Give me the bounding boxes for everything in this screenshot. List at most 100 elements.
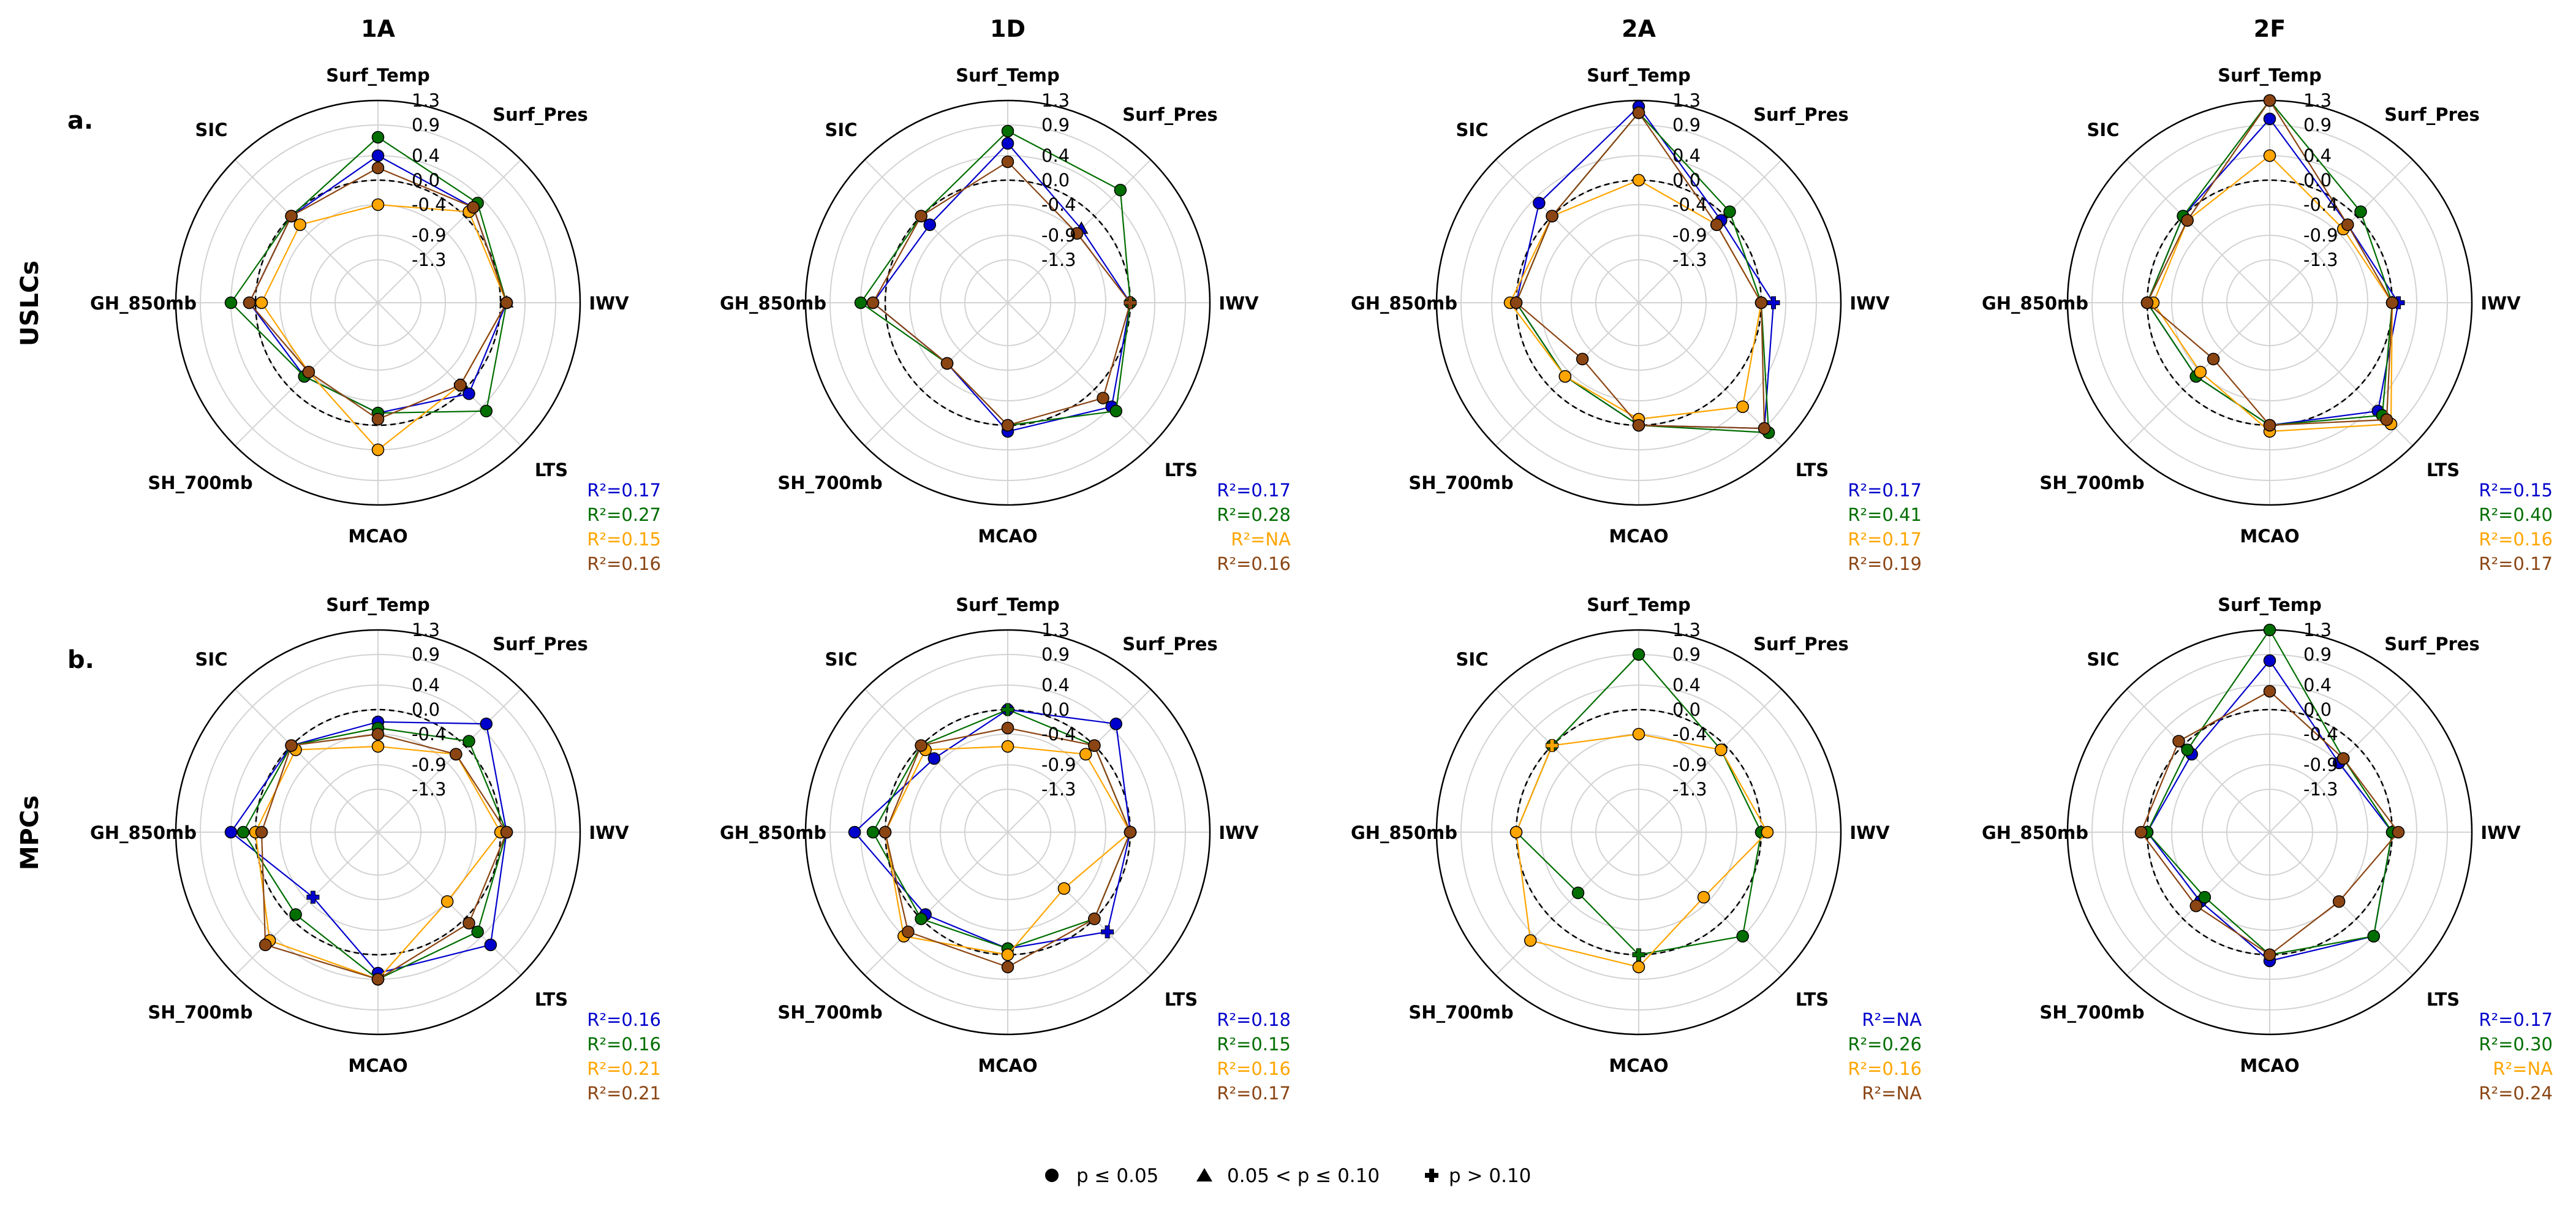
rtick-label-3: 0.0 (412, 170, 440, 191)
axis-label-4: MCAO (348, 526, 407, 547)
row-label-a: USLCs (16, 260, 44, 346)
data-point-3-4 (2263, 419, 2276, 432)
axis-label-4: MCAO (2240, 526, 2299, 547)
rtick-label-1: 0.9 (412, 644, 440, 665)
axis-label-1: Surf_Pres (493, 104, 587, 125)
axis-label-3: LTS (535, 989, 568, 1010)
data-point-0-0 (2263, 112, 2276, 126)
axis-label-0: Surf_Temp (1587, 65, 1691, 86)
axis-label-6: GH_850mb (720, 293, 826, 314)
outer-ring (175, 629, 581, 1036)
series-line-0 (1515, 105, 1775, 430)
rtick-label-6: -1.3 (2303, 249, 2338, 270)
data-point-1-1 (1723, 205, 1736, 218)
axis-label-0: Surf_Temp (326, 65, 430, 86)
data-point-3-6 (243, 296, 256, 309)
data-point-0-3 (1101, 925, 1114, 939)
r2-label-2: R²=NA (2493, 1058, 2553, 1079)
rtick-label-4: -0.4 (1672, 194, 1707, 215)
data-point-3-5 (1576, 352, 1589, 366)
axis-label-4: MCAO (2240, 1055, 2299, 1076)
grid-spoke-7 (234, 688, 379, 833)
rtick-label-5: -0.9 (2303, 225, 2338, 246)
data-point-1-0 (1001, 124, 1014, 138)
data-point-3-2 (500, 825, 513, 839)
axis-label-2: IWV (1218, 822, 1259, 843)
data-point-3-0 (1632, 106, 1645, 119)
data-point-3-1 (450, 748, 463, 760)
rtick-label-1: 0.9 (1672, 115, 1701, 135)
data-point-3-5 (2207, 352, 2220, 366)
data-point-3-5 (940, 357, 954, 370)
data-point-2-6 (255, 296, 268, 309)
axis-label-0: Surf_Temp (2218, 65, 2322, 86)
r2-label-2: R²=0.17 (1848, 529, 1922, 550)
rtick-label-4: -0.4 (1672, 724, 1707, 745)
series-line-3 (260, 733, 508, 980)
outer-ring (804, 629, 1211, 1036)
grid-spoke-5 (864, 832, 1008, 976)
grid-spoke-5 (234, 832, 379, 976)
axis-label-0: Surf_Temp (326, 594, 430, 615)
rtick-label-4: -0.4 (412, 724, 447, 745)
axis-label-6: GH_850mb (90, 822, 197, 843)
axis-label-7: SIC (1456, 649, 1489, 670)
data-point-3-7 (285, 210, 298, 222)
rtick-label-0: 1.3 (1041, 620, 1070, 640)
rtick-label-2: 0.4 (2303, 675, 2332, 696)
radar-panels: 1.3 0.9 0.4 0.0 -0.4 -0.9 -1.3 Surf_Temp Surf_Pr… (90, 15, 2553, 1104)
data-point-3-0 (371, 161, 385, 175)
data-point-3-1 (2341, 218, 2354, 231)
data-point-2-3 (1697, 890, 1710, 904)
panel-title: 2F (2254, 15, 2286, 42)
r2-label-2: R²=0.16 (2479, 529, 2553, 550)
grid-spoke-7 (2126, 159, 2270, 303)
grid-spoke-7 (1495, 688, 1639, 833)
panel-title: 2A (1622, 15, 1656, 42)
radar-panel-1-1: 1.3 0.9 0.4 0.0 -0.4 -0.9 -1.3 Surf_Temp Surf_Pr… (720, 594, 1291, 1104)
data-point-1-3 (1736, 930, 1749, 942)
data-point-3-0 (2263, 94, 2276, 107)
rtick-label-0: 1.3 (412, 620, 440, 640)
data-point-3-0 (2263, 685, 2276, 698)
series-line-0 (872, 142, 1131, 433)
rtick-label-1: 0.9 (412, 115, 440, 135)
data-point-3-3 (463, 917, 475, 930)
r2-label-1: R²=0.30 (2479, 1034, 2553, 1055)
data-point-1-5 (1571, 886, 1585, 900)
rtick-label-2: 0.4 (412, 675, 440, 696)
data-point-3-2 (1124, 296, 1137, 309)
rtick-label-6: -1.3 (1672, 249, 1707, 270)
rtick-label-3: 0.0 (2303, 699, 2332, 720)
axis-label-6: GH_850mb (90, 293, 197, 314)
r2-label-1: R²=0.16 (587, 1034, 661, 1055)
data-point-1-5 (2198, 890, 2212, 904)
r2-label-3: R²=0.19 (1848, 553, 1922, 574)
radar-panel-0-1: 1.3 0.9 0.4 0.0 -0.4 -0.9 -1.3 Surf_Temp Surf_Pr… (720, 15, 1291, 574)
rtick-label-1: 0.9 (2303, 115, 2332, 135)
rtick-label-6: -1.3 (412, 779, 447, 800)
axis-label-2: IWV (589, 822, 629, 843)
data-point-3-4 (1001, 419, 1014, 432)
data-point-2-0 (371, 198, 385, 211)
data-point-0-2 (1767, 296, 1780, 309)
data-point-3-2 (500, 296, 513, 309)
data-point-3-4 (2263, 948, 2276, 961)
grid-spoke-1 (1638, 688, 1783, 833)
data-point-3-3 (2332, 895, 2346, 908)
data-point-0-7 (923, 218, 936, 231)
grid-spoke-7 (2126, 688, 2270, 833)
data-point-3-5 (902, 925, 915, 938)
rtick-label-4: -0.4 (412, 194, 447, 215)
data-point-3-5 (2189, 899, 2203, 912)
data-point-2-4 (371, 443, 385, 457)
r2-label-1: R²=0.26 (1848, 1034, 1922, 1055)
data-point-2-7 (293, 218, 306, 231)
data-point-3-4 (1001, 960, 1014, 974)
data-point-0-1 (480, 717, 493, 730)
axis-label-0: Surf_Temp (956, 594, 1060, 615)
outer-ring (804, 99, 1211, 506)
rtick-label-0: 1.3 (2303, 90, 2332, 111)
axis-label-7: SIC (2087, 649, 2120, 670)
r2-label-2: R²=NA (1231, 529, 1291, 550)
